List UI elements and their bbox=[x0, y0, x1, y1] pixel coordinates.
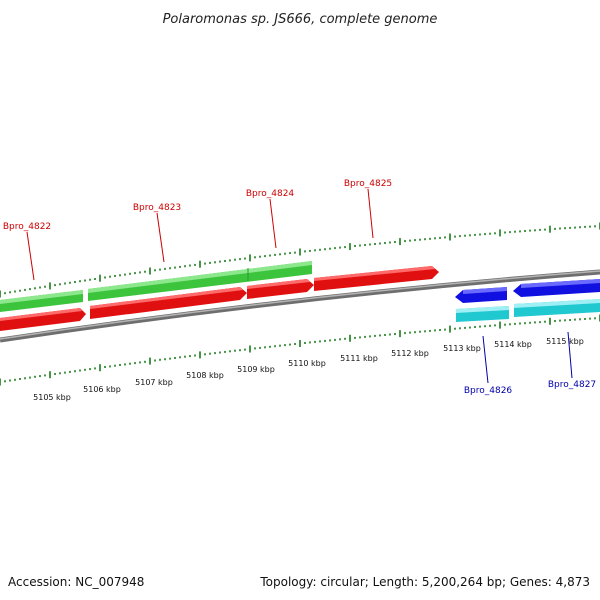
gene-label-bpro-4826[interactable]: Bpro_4826 bbox=[464, 386, 513, 396]
leader-line bbox=[567, 331, 573, 379]
scale-label: 5107 kbp bbox=[135, 378, 173, 387]
scale-label: 5108 kbp bbox=[186, 371, 224, 380]
leader-line bbox=[482, 335, 489, 384]
cds-arrow-highlight bbox=[521, 279, 600, 288]
cds-arrow-highlight bbox=[463, 287, 507, 294]
gene-labels: Bpro_4822 Bpro_4823 Bpro_4824 Bpro_4825 … bbox=[3, 179, 596, 396]
scale-label: 5106 kbp bbox=[83, 385, 121, 394]
cds-arrow-highlight bbox=[90, 287, 243, 309]
cds-arrow-red[interactable] bbox=[0, 308, 86, 331]
reverse-gene-features bbox=[455, 279, 600, 322]
gene-bar-highlight bbox=[456, 306, 509, 313]
cds-arrow-highlight bbox=[0, 308, 82, 321]
genome-backbone bbox=[0, 269, 600, 343]
scale-label: 5113 kbp bbox=[443, 344, 481, 353]
scale-label: 5110 kbp bbox=[288, 359, 326, 368]
scale-label: 5105 kbp bbox=[33, 393, 71, 402]
leader-line bbox=[26, 231, 35, 281]
gene-label-bpro-4825[interactable]: Bpro_4825 bbox=[344, 179, 392, 189]
gene-bar-highlight bbox=[88, 261, 312, 293]
scale-labels: 5105 kbp 5106 kbp 5107 kbp 5108 kbp 5109… bbox=[33, 337, 584, 402]
scale-label: 5115 kbp bbox=[546, 337, 584, 346]
outer-tick-row bbox=[0, 222, 600, 298]
cds-arrow-highlight bbox=[247, 279, 310, 289]
leader-line bbox=[269, 198, 277, 249]
cds-arrow-red[interactable] bbox=[247, 279, 314, 299]
scale-label: 5112 kbp bbox=[391, 349, 429, 358]
gene-label-bpro-4822[interactable]: Bpro_4822 bbox=[3, 222, 51, 232]
scale-label: 5111 kbp bbox=[340, 354, 378, 363]
cds-arrow-highlight bbox=[314, 266, 435, 281]
gene-label-bpro-4827[interactable]: Bpro_4827 bbox=[548, 380, 596, 390]
topology-text: Topology: circular; Length: 5,200,264 bp… bbox=[259, 575, 590, 589]
cds-arrow-red[interactable] bbox=[314, 266, 439, 291]
gene-label-bpro-4824[interactable]: Bpro_4824 bbox=[246, 189, 295, 199]
inner-tick-row bbox=[0, 314, 600, 386]
gene-bar-highlight bbox=[0, 290, 83, 304]
forward-gene-features bbox=[0, 261, 439, 331]
accession-text: Accession: NC_007948 bbox=[8, 575, 144, 589]
leader-line bbox=[367, 188, 374, 239]
cds-arrow-red[interactable] bbox=[90, 287, 247, 319]
map-title: Polaromonas sp. JS666, complete genome bbox=[163, 12, 438, 27]
gene-bar-highlight bbox=[514, 299, 600, 308]
scale-label: 5114 kbp bbox=[494, 340, 532, 349]
leader-line bbox=[156, 212, 165, 263]
genome-backbone-highlight bbox=[0, 270, 600, 340]
gene-label-bpro-4823[interactable]: Bpro_4823 bbox=[133, 203, 181, 213]
scale-label: 5109 kbp bbox=[237, 365, 275, 374]
